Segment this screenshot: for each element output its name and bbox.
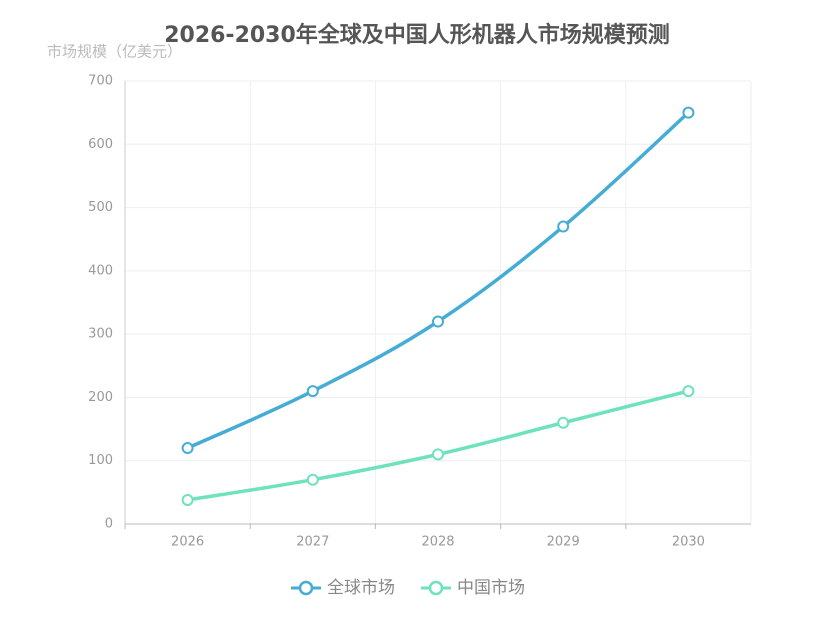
- y-tick-label: 200: [88, 390, 113, 405]
- y-tick-label: 0: [105, 517, 113, 532]
- y-axis-label: 市场规模（亿美元）: [47, 43, 182, 61]
- legend-marker: [298, 580, 314, 596]
- series-line: [186, 111, 690, 450]
- point: [181, 442, 194, 455]
- x-tick-label: 2030: [672, 535, 705, 550]
- x-tick-label: 2028: [421, 535, 454, 550]
- point: [682, 385, 695, 398]
- point: [682, 106, 695, 119]
- y-tick-label: 300: [88, 327, 113, 342]
- y-tick-label: 400: [88, 263, 113, 278]
- chart-title: 2026-2030年全球及中国人形机器人市场规模预测: [164, 22, 670, 48]
- point: [557, 220, 570, 233]
- legend-label: 中国市场: [457, 578, 525, 598]
- y-tick-label: 700: [88, 74, 113, 89]
- point: [557, 416, 570, 429]
- point: [432, 315, 444, 328]
- y-tick-label: 500: [88, 200, 113, 215]
- y-tick-label: 600: [88, 137, 113, 152]
- point: [306, 385, 319, 398]
- legend-marker: [428, 580, 444, 596]
- series-line: [187, 389, 689, 502]
- point: [432, 448, 444, 461]
- legend-label: 全球市场: [327, 578, 395, 598]
- x-tick-label: 2026: [171, 535, 204, 550]
- point: [181, 493, 194, 506]
- y-tick-label: 100: [88, 453, 113, 468]
- x-tick-label: 2027: [296, 535, 329, 550]
- x-tick-label: 2029: [547, 535, 580, 550]
- point: [306, 473, 319, 486]
